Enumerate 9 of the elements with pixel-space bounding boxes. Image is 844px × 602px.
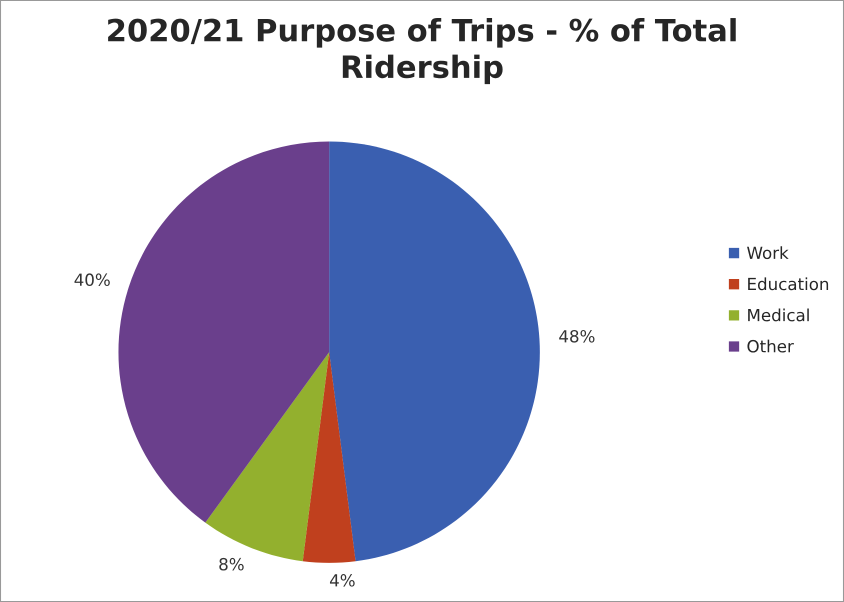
legend-label: Medical: [748, 308, 809, 322]
data-label: 8%: [219, 558, 244, 571]
legend-label: Education: [748, 277, 828, 290]
data-label: 40%: [74, 273, 110, 286]
data-label: 48%: [559, 330, 594, 343]
chart-title: 2020/21 Purpose of Trips - % of Total Ridership: [108, 18, 736, 84]
legend-label: Work: [747, 246, 789, 260]
data-label: 4%: [330, 574, 355, 587]
legend-label: Other: [747, 340, 794, 353]
